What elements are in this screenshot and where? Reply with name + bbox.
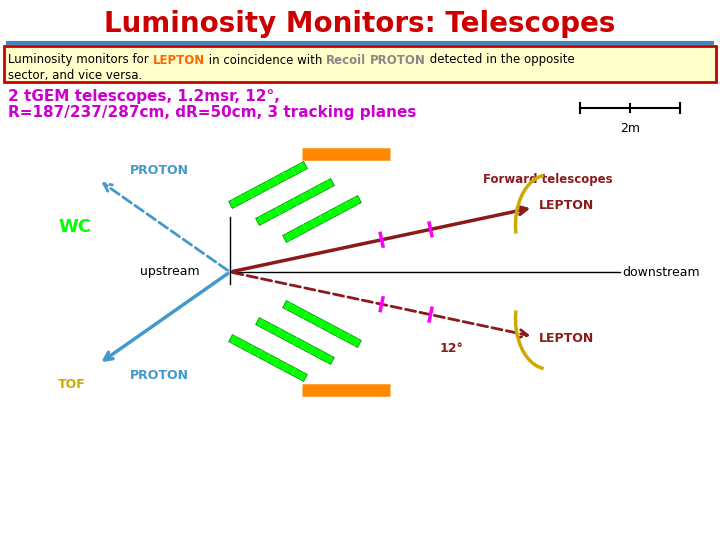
Polygon shape — [228, 161, 307, 208]
Text: LEPTON: LEPTON — [153, 53, 204, 66]
Text: PROTON: PROTON — [130, 369, 189, 382]
Text: WC: WC — [58, 218, 91, 236]
Text: 2 tGEM telescopes, 1.2msr, 12°,: 2 tGEM telescopes, 1.2msr, 12°, — [8, 90, 280, 105]
Text: detected in the opposite: detected in the opposite — [426, 53, 575, 66]
Text: PROTON: PROTON — [130, 164, 189, 177]
Text: in coincidence with: in coincidence with — [204, 53, 326, 66]
Polygon shape — [282, 301, 361, 347]
Text: PROTON: PROTON — [370, 53, 426, 66]
Text: R=187/237/287cm, dR=50cm, 3 tracking planes: R=187/237/287cm, dR=50cm, 3 tracking pla… — [8, 105, 416, 120]
Text: LEPTON: LEPTON — [539, 332, 595, 345]
Text: upstream: upstream — [140, 266, 199, 279]
Polygon shape — [256, 318, 334, 364]
Text: TOF: TOF — [58, 379, 86, 392]
Text: sector, and vice versa.: sector, and vice versa. — [8, 70, 143, 83]
Polygon shape — [228, 334, 307, 381]
Text: Forward telescopes: Forward telescopes — [483, 173, 613, 186]
Text: 12°: 12° — [440, 342, 464, 355]
Text: 2m: 2m — [620, 122, 640, 135]
Polygon shape — [256, 179, 334, 226]
Text: Recoil: Recoil — [326, 53, 366, 66]
Polygon shape — [282, 195, 361, 242]
Text: Luminosity Monitors: Telescopes: Luminosity Monitors: Telescopes — [104, 10, 616, 38]
FancyBboxPatch shape — [4, 46, 716, 82]
Text: LEPTON: LEPTON — [539, 199, 595, 212]
Text: downstream: downstream — [622, 266, 700, 279]
Text: Luminosity monitors for: Luminosity monitors for — [8, 53, 153, 66]
